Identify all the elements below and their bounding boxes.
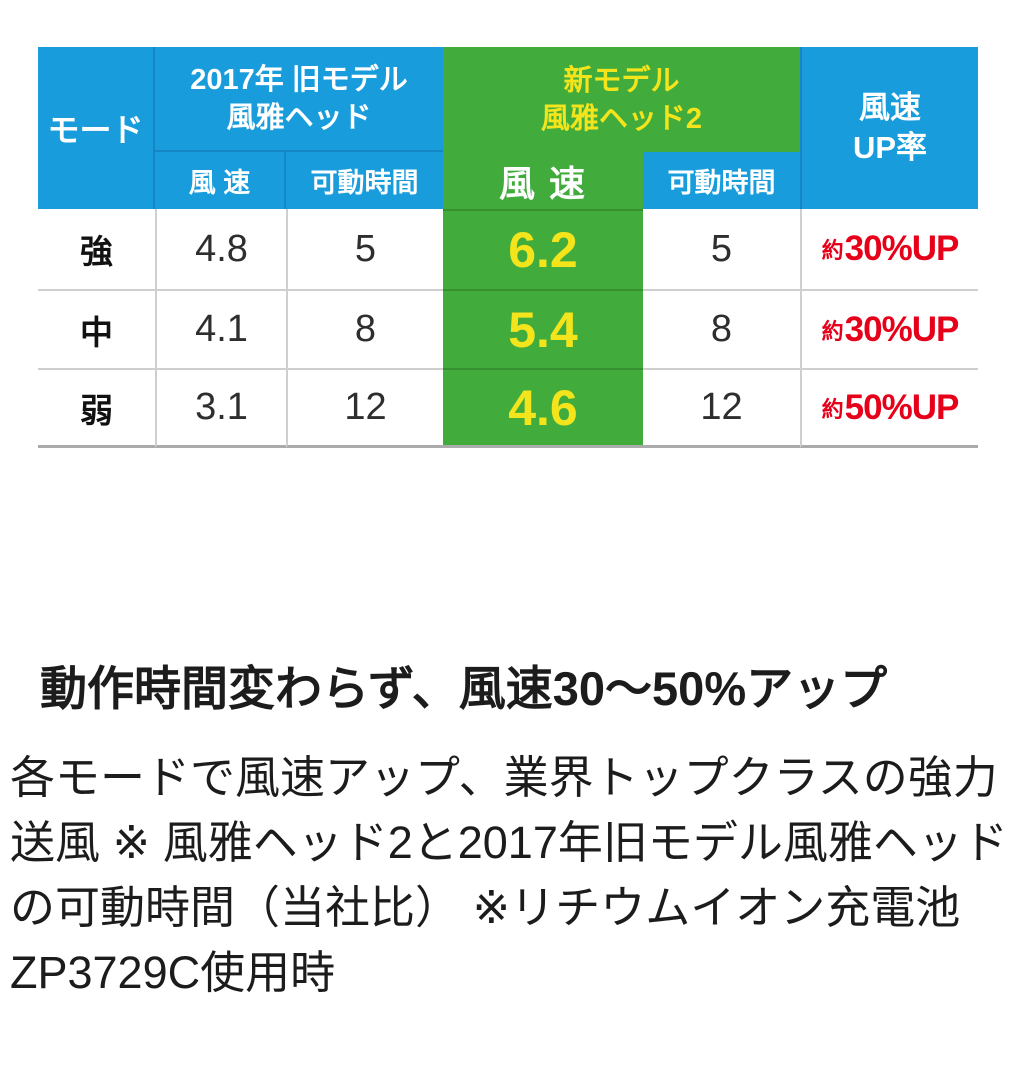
table-row-strong-new-speed: 6.2 — [443, 209, 643, 289]
old-speed-value: 3.1 — [195, 386, 248, 428]
header-new-model-line2: 風雅ヘッド2 — [540, 102, 703, 135]
mode-value: 中 — [80, 313, 113, 351]
table-row-weak-up-rate: 約 50%UP — [800, 368, 978, 448]
table-row-medium-old-time: 8 — [286, 289, 443, 368]
description-text: 各モードで風速アップ、業界トップクラスの強力送風 ※ 風雅ヘッド2と2017年旧… — [10, 752, 1008, 998]
subheader-old-run-time: 可動時間 — [286, 152, 443, 209]
header-new-model-line1: 新モデル — [563, 64, 680, 97]
subheader-old-wind-speed: 風 速 — [155, 152, 286, 209]
headline: 動作時間変わらず、風速30〜50%アップ — [40, 662, 888, 715]
new-time-value: 8 — [710, 308, 733, 350]
subheader-new-run-time-label: 可動時間 — [667, 168, 776, 198]
header-mode-label: モード — [47, 112, 144, 148]
subheader-new-run-time: 可動時間 — [643, 152, 800, 209]
header-new-model-group: 新モデル 風雅ヘッド2 — [443, 47, 800, 152]
table-row-strong-mode: 強 — [38, 209, 155, 289]
table-row-medium-mode: 中 — [38, 289, 155, 368]
up-rate-prefix: 約 — [821, 318, 844, 344]
table-row-weak-new-time: 12 — [643, 368, 800, 448]
old-speed-value: 4.1 — [195, 308, 248, 350]
new-time-value: 5 — [710, 227, 733, 270]
table-row-medium-new-speed: 5.4 — [443, 289, 643, 368]
table-row-weak-new-speed: 4.6 — [443, 368, 643, 448]
up-rate-value: 30%UP — [844, 229, 960, 268]
up-rate-prefix: 約 — [821, 238, 844, 263]
comparison-table: モード 2017年 旧モデル 風雅ヘッド 新モデル 風雅ヘッド2 風速 UP率 … — [38, 47, 978, 448]
subheader-old-run-time-label: 可動時間 — [310, 168, 419, 198]
table-row-strong-up-rate: 約 30%UP — [800, 209, 978, 289]
table-row-medium-up-rate: 約 30%UP — [800, 289, 978, 368]
old-speed-value: 4.8 — [195, 227, 248, 270]
subheader-old-wind-speed-label: 風 速 — [188, 168, 251, 198]
header-up-rate: 風速 UP率 — [800, 47, 978, 209]
old-time-value: 8 — [354, 308, 377, 350]
new-time-value: 12 — [700, 386, 743, 428]
mode-value: 弱 — [80, 391, 113, 429]
new-speed-value: 4.6 — [508, 379, 578, 436]
mode-value: 強 — [80, 233, 113, 270]
up-rate-prefix: 約 — [821, 396, 844, 422]
header-up-rate-line2: UP率 — [852, 130, 928, 165]
subheader-new-wind-speed-label: 風 速 — [498, 162, 587, 204]
header-old-model-group: 2017年 旧モデル 風雅ヘッド — [155, 47, 443, 152]
table-row-strong-old-speed: 4.8 — [155, 209, 286, 289]
table-row-weak-mode: 弱 — [38, 368, 155, 448]
new-speed-value: 5.4 — [508, 301, 578, 358]
header-old-model-line1: 2017年 旧モデル — [190, 63, 408, 96]
up-rate-value: 50%UP — [844, 387, 960, 427]
header-old-model-line2: 風雅ヘッド — [226, 101, 372, 134]
table-row-medium-new-time: 8 — [643, 289, 800, 368]
table-row-weak-old-speed: 3.1 — [155, 368, 286, 448]
table-row-strong-old-time: 5 — [286, 209, 443, 289]
old-time-value: 5 — [354, 227, 377, 270]
subheader-new-wind-speed: 風 速 — [443, 152, 643, 209]
table-row-weak-old-time: 12 — [286, 368, 443, 448]
header-mode: モード — [38, 47, 155, 209]
up-rate-value: 30%UP — [844, 309, 960, 349]
header-up-rate-line1: 風速 — [859, 90, 921, 125]
table-row-medium-old-speed: 4.1 — [155, 289, 286, 368]
old-time-value: 12 — [344, 386, 387, 428]
new-speed-value: 6.2 — [508, 222, 578, 278]
table-row-strong-new-time: 5 — [643, 209, 800, 289]
